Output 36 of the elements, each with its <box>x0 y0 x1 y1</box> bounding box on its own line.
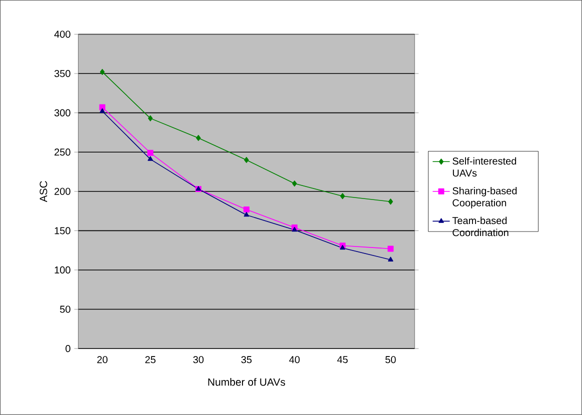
y-tick-label: 250 <box>54 148 70 156</box>
y-tick-label: 200 <box>54 188 70 196</box>
point <box>388 246 394 252</box>
point <box>244 212 250 217</box>
legend-label: Self-interested UAVs <box>452 157 516 177</box>
y-tick-label: 350 <box>54 70 70 78</box>
x-tick-label: 45 <box>337 356 348 364</box>
y-tick-label: 0 <box>66 345 70 352</box>
y-tick-label: 100 <box>54 266 70 274</box>
x-tick-label: 25 <box>145 356 156 364</box>
point <box>148 115 153 122</box>
x-axis-title: Number of UAVs <box>208 378 286 386</box>
point <box>243 206 250 213</box>
x-tick-label: 50 <box>385 356 396 364</box>
y-tick-label: 300 <box>54 109 70 116</box>
x-tick-label: 40 <box>289 356 300 364</box>
point <box>388 198 393 205</box>
y-tick-label: 150 <box>54 227 70 234</box>
point <box>100 108 105 114</box>
point <box>100 69 105 76</box>
point <box>388 256 394 262</box>
point <box>147 150 154 156</box>
point <box>340 245 346 250</box>
x-tick-label: 35 <box>241 356 252 364</box>
x-tick-label: 30 <box>193 356 204 364</box>
point <box>244 157 249 164</box>
legend-label: Sharing-based Cooperation <box>452 187 517 208</box>
point <box>340 193 345 200</box>
legend-label: Team-based Coordination <box>452 216 508 236</box>
y-tick-label: 400 <box>54 30 70 38</box>
point <box>148 156 154 161</box>
x-tick-label: 20 <box>97 356 108 364</box>
point <box>292 180 297 187</box>
y-tick-label: 50 <box>60 306 70 313</box>
point <box>196 135 201 142</box>
y-axis-title: ASC <box>40 181 48 202</box>
